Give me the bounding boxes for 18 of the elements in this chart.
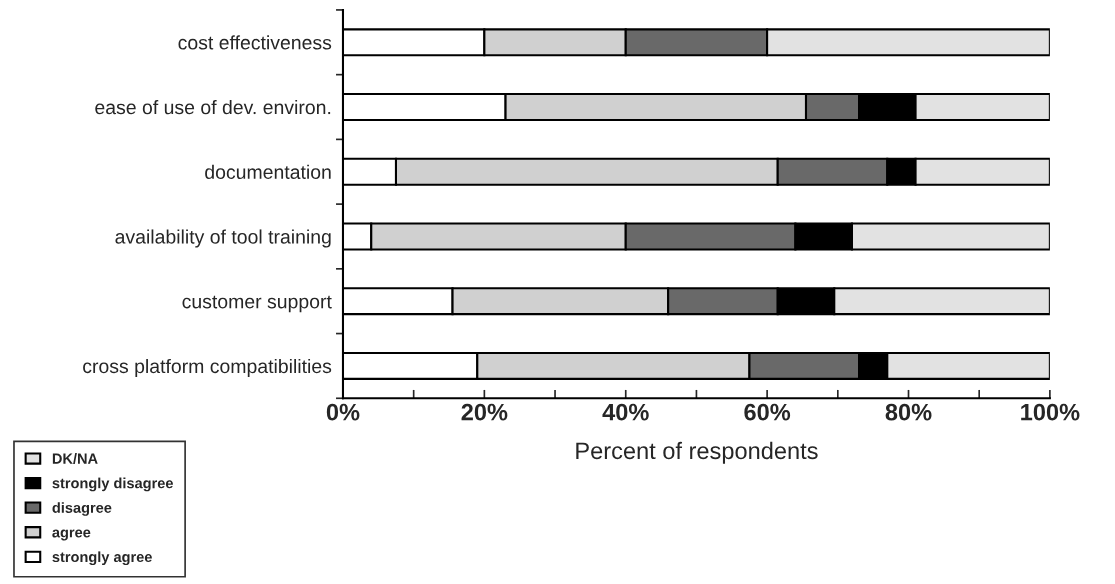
legend-label: strongly agree	[52, 551, 152, 566]
legend-label: strongly disagree	[52, 477, 173, 492]
x-tick-label: 40%	[602, 403, 649, 421]
x-tick-label: 80%	[885, 403, 932, 421]
y-tick-label: cost effectiveness	[178, 35, 332, 50]
legend-label: agree	[52, 529, 91, 541]
y-tick-label: availability of tool training	[115, 229, 331, 248]
x-tick-label: 0%	[326, 403, 360, 421]
legend-label: disagree	[52, 502, 112, 516]
y-tick-label: documentation	[205, 164, 331, 179]
legend-label: DK/NA	[52, 453, 98, 464]
x-axis-title: Percent of respondents	[576, 441, 818, 464]
y-tick-label: ease of use of dev. environ.	[95, 99, 331, 115]
y-tick-label: customer support	[182, 295, 332, 313]
y-tick-label: cross platform compatibilities	[83, 358, 332, 377]
x-tick-label: 60%	[744, 403, 791, 421]
x-tick-label: 20%	[461, 403, 508, 421]
x-tick-label: 100%	[1021, 403, 1080, 421]
